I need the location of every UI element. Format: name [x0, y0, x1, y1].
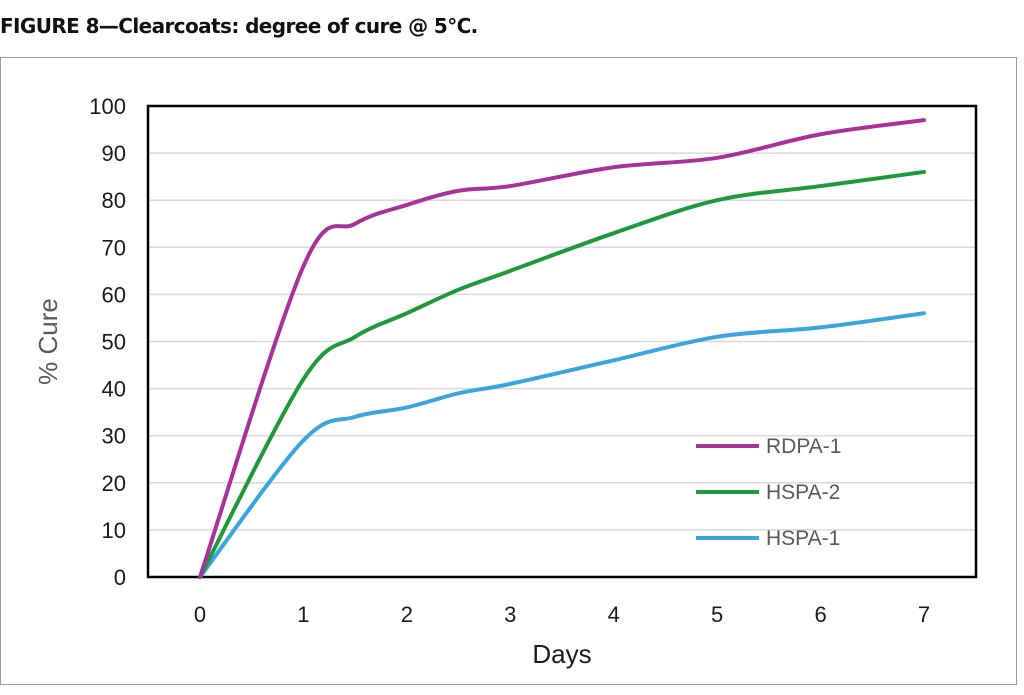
y-tick-label-30: 30 [102, 424, 126, 449]
y-tick-label-50: 50 [102, 330, 126, 355]
y-tick-label-10: 10 [102, 518, 126, 543]
series-line-hspa-1 [198, 311, 926, 579]
x-tick-label-3: 3 [504, 602, 516, 627]
series-line-hspa-2 [198, 169, 926, 579]
y-axis-title: % Cure [33, 298, 63, 385]
y-tick-label-40: 40 [102, 377, 126, 402]
y-tick-label-70: 70 [102, 235, 126, 260]
plot-area-border [146, 104, 978, 579]
x-tick-label-1: 1 [297, 602, 309, 627]
legend-label-hspa-2: HSPA-2 [766, 481, 840, 504]
x-tick-label-7: 7 [918, 602, 930, 627]
x-tick-label-0: 0 [194, 602, 206, 627]
x-tick-label-5: 5 [711, 602, 723, 627]
y-tick-label-60: 60 [102, 282, 126, 307]
legend-label-rdpa-1: RDPA-1 [766, 435, 841, 458]
legend-label-hspa-1: HSPA-1 [766, 527, 840, 550]
x-tick-label-2: 2 [401, 602, 413, 627]
chart-svg: 0 10 20 30 40 50 60 70 80 90 100 0 1 2 3 4 5 6 7 Days % Cure… [33, 94, 978, 669]
y-tick-label-80: 80 [102, 188, 126, 213]
y-tick-label-90: 90 [102, 141, 126, 166]
chart-frame: 0 10 20 30 40 50 60 70 80 90 100 0 1 2 3 4 5 6 7 Days % Cure… [0, 57, 1017, 685]
y-tick-label-100: 100 [89, 94, 126, 119]
y-tick-label-20: 20 [102, 471, 126, 496]
y-tick-label-0: 0 [114, 565, 126, 590]
figure-title: FIGURE 8—Clearcoats: degree of cure @ 5°… [0, 14, 478, 38]
series-line-rdpa-1 [198, 118, 926, 579]
x-tick-label-4: 4 [608, 602, 620, 627]
x-axis-title: Days [532, 639, 591, 669]
x-tick-label-6: 6 [814, 602, 826, 627]
